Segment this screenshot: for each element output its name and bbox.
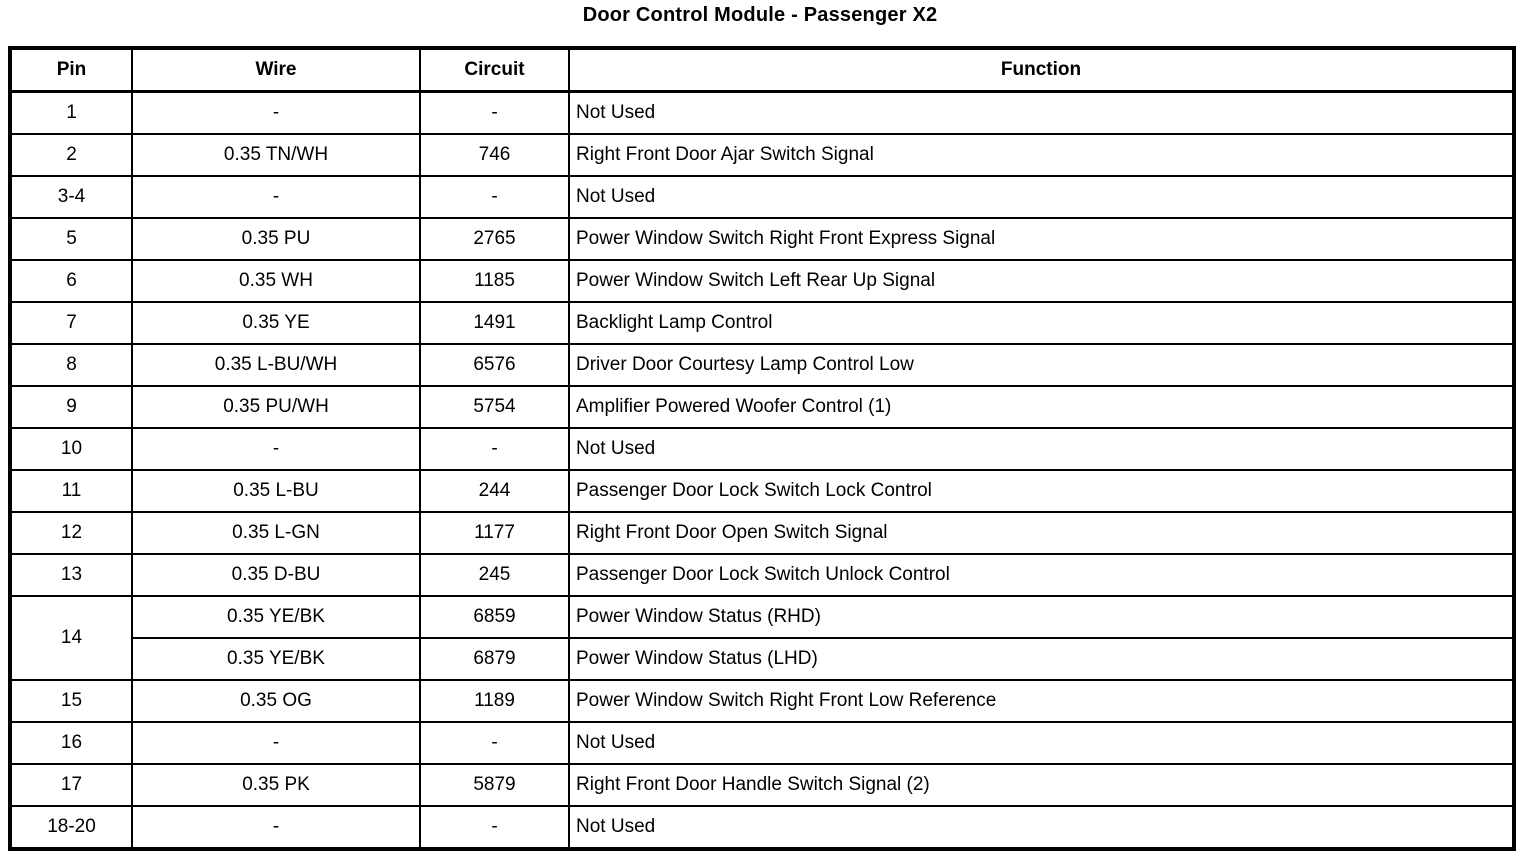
function-cell: Backlight Lamp Control	[568, 301, 1515, 345]
wire-cell: -	[131, 721, 421, 765]
table-row: 13 0.35 D-BU 245 Passenger Door Lock Switch…	[9, 553, 1515, 597]
table-row: 14 0.35 YE/BK 6859 Power Window Status (RHD…	[9, 595, 1515, 681]
function-cell: Not Used	[568, 427, 1515, 471]
table-row: 10- - Not Used	[9, 427, 1515, 471]
table-row: 18-20- - Not Used	[9, 805, 1515, 850]
pin-cell: 12	[9, 511, 133, 555]
function-cell: Not Used	[568, 90, 1515, 135]
wire-cell: 0.35 YE/BK	[131, 637, 421, 681]
page-title: Door Control Module - Passenger X2	[582, 4, 938, 26]
pin-cell: 2	[9, 133, 133, 177]
function-cell: Not Used	[568, 175, 1515, 219]
table-row: 17 0.35 PK 5879 Right Front Door Handle Swi…	[9, 763, 1515, 807]
pin-cell: 6	[9, 259, 133, 303]
column-header-wire: Wire	[131, 47, 421, 93]
function-cell: Power Window Switch Right Front Express …	[568, 217, 1515, 261]
wire-cell: -	[131, 805, 421, 850]
wire-cell: -	[131, 175, 421, 219]
circuit-cell: 2765	[419, 217, 570, 261]
wire-cell: 0.35 L-BU	[131, 469, 421, 513]
wire-cell: 0.35 PU	[131, 217, 421, 261]
circuit-cell: -	[419, 805, 570, 850]
function-cell: Power Window Switch Right Front Low Refe…	[568, 679, 1515, 723]
pin-cell: 15	[9, 679, 133, 723]
table-row: 3-4- - Not Used	[9, 175, 1515, 219]
table-row: 0.35 YE/BK 6879 Power Window Status (LHD)	[10, 637, 1515, 681]
circuit-cell: 1491	[419, 301, 570, 345]
wire-cell: 0.35 L-GN	[131, 511, 421, 555]
pin-cell: 11	[9, 469, 133, 513]
circuit-cell: 1177	[419, 511, 570, 555]
pin-cell: 17	[9, 763, 133, 807]
wire-cell: 0.35 L-BU/WH	[131, 343, 421, 387]
pin-cell: 1	[9, 90, 133, 135]
table-row: 11 0.35 L-BU 244 Passenger Door Lock Switch…	[9, 469, 1515, 513]
circuit-cell: 244	[419, 469, 570, 513]
table-row: 16- - Not Used	[9, 721, 1515, 765]
circuit-cell: 5879	[419, 763, 570, 807]
pin-cell: 3-4	[9, 175, 133, 219]
function-cell: Driver Door Courtesy Lamp Control Low	[568, 343, 1515, 387]
column-header-function: Function	[568, 47, 1515, 93]
wire-cell: -	[131, 90, 421, 135]
function-cell: Power Window Status (LHD)	[568, 637, 1515, 681]
wire-cell: 0.35 YE	[131, 301, 421, 345]
circuit-cell: 6576	[419, 343, 570, 387]
pin-cell: 10	[9, 427, 133, 471]
table-row: 9 0.35 PU/WH 5754 Amplifier Powered Woofer …	[9, 385, 1515, 429]
wire-cell: 0.35 YE/BK	[131, 595, 421, 639]
wire-cell: 0.35 OG	[131, 679, 421, 723]
wire-cell: 0.35 TN/WH	[131, 133, 421, 177]
pin-cell: 5	[9, 217, 133, 261]
pin-cell: 13	[9, 553, 133, 597]
function-cell: Passenger Door Lock Switch Unlock Contro…	[568, 553, 1515, 597]
circuit-cell: 245	[419, 553, 570, 597]
function-cell: Not Used	[568, 805, 1515, 850]
circuit-cell: 6879	[419, 637, 570, 681]
circuit-cell: 5754	[419, 385, 570, 429]
function-cell: Not Used	[568, 721, 1515, 765]
table-row: 7 0.35 YE 1491 Backlight Lamp Control	[9, 301, 1515, 345]
circuit-cell: -	[419, 90, 570, 135]
function-cell: Power Window Status (RHD)	[568, 595, 1515, 639]
wire-cell: 0.35 PU/WH	[131, 385, 421, 429]
function-cell: Power Window Switch Left Rear Up Signal	[568, 259, 1515, 303]
function-cell: Amplifier Powered Woofer Control (1)	[568, 385, 1515, 429]
pin-cell: 16	[9, 721, 133, 765]
circuit-cell: -	[419, 721, 570, 765]
circuit-cell: 6859	[419, 595, 570, 639]
column-header-pin: Pin	[9, 47, 133, 93]
column-header-circuit: Circuit	[419, 47, 570, 93]
circuit-cell: 1185	[419, 259, 570, 303]
table-row: 1- - Not Used	[9, 90, 1515, 135]
table-row: 2 0.35 TN/WH 746 Right Front Door Ajar Swit…	[9, 133, 1515, 177]
pin-cell: 8	[9, 343, 133, 387]
function-cell: Right Front Door Open Switch Signal	[568, 511, 1515, 555]
circuit-cell: -	[419, 175, 570, 219]
wire-cell: 0.35 D-BU	[131, 553, 421, 597]
table-row: 12 0.35 L-GN 1177 Right Front Door Open Swi…	[9, 511, 1515, 555]
pinout-table: Pin Wire Circuit Function 1- - Not Used 2 0.…	[8, 46, 1516, 851]
circuit-cell: 1189	[419, 679, 570, 723]
header-row: Pin Wire Circuit Function	[9, 47, 1515, 93]
circuit-cell: -	[419, 427, 570, 471]
pin-cell: 18-20	[9, 805, 133, 850]
wire-cell: 0.35 WH	[131, 259, 421, 303]
pin-cell: 14	[9, 595, 133, 681]
table-row: 15 0.35 OG 1189 Power Window Switch Right F…	[9, 679, 1515, 723]
circuit-cell: 746	[419, 133, 570, 177]
pin-cell: 9	[9, 385, 133, 429]
table-row: 6 0.35 WH 1185 Power Window Switch Left Rea…	[9, 259, 1515, 303]
table-row: 5 0.35 PU 2765 Power Window Switch Right Fr…	[9, 217, 1515, 261]
pin-cell: 7	[9, 301, 133, 345]
function-cell: Right Front Door Ajar Switch Signal	[568, 133, 1515, 177]
function-cell: Passenger Door Lock Switch Lock Control	[568, 469, 1515, 513]
wire-cell: -	[131, 427, 421, 471]
function-cell: Right Front Door Handle Switch Signal (2…	[568, 763, 1515, 807]
table-row: 8 0.35 L-BU/WH 6576 Driver Door Courtesy La…	[9, 343, 1515, 387]
wire-cell: 0.35 PK	[131, 763, 421, 807]
